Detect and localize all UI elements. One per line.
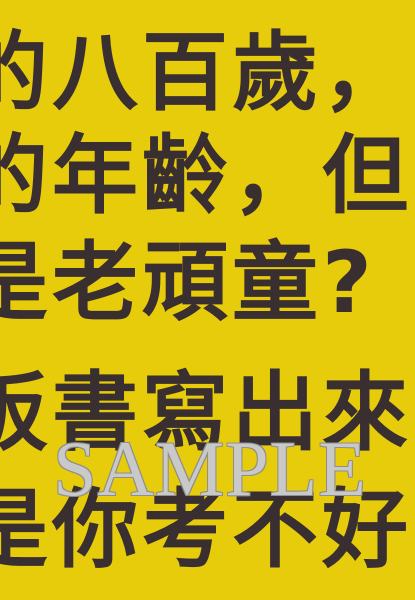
text-line-2: 的年齡，但 [0, 126, 412, 226]
text-line-5: 是你考不好 [0, 480, 412, 580]
text-line-1: 的八百歲， [0, 23, 412, 123]
text-line-3: 是老頑童? [0, 233, 376, 333]
text-line-4: 板書寫出來 [0, 363, 412, 463]
